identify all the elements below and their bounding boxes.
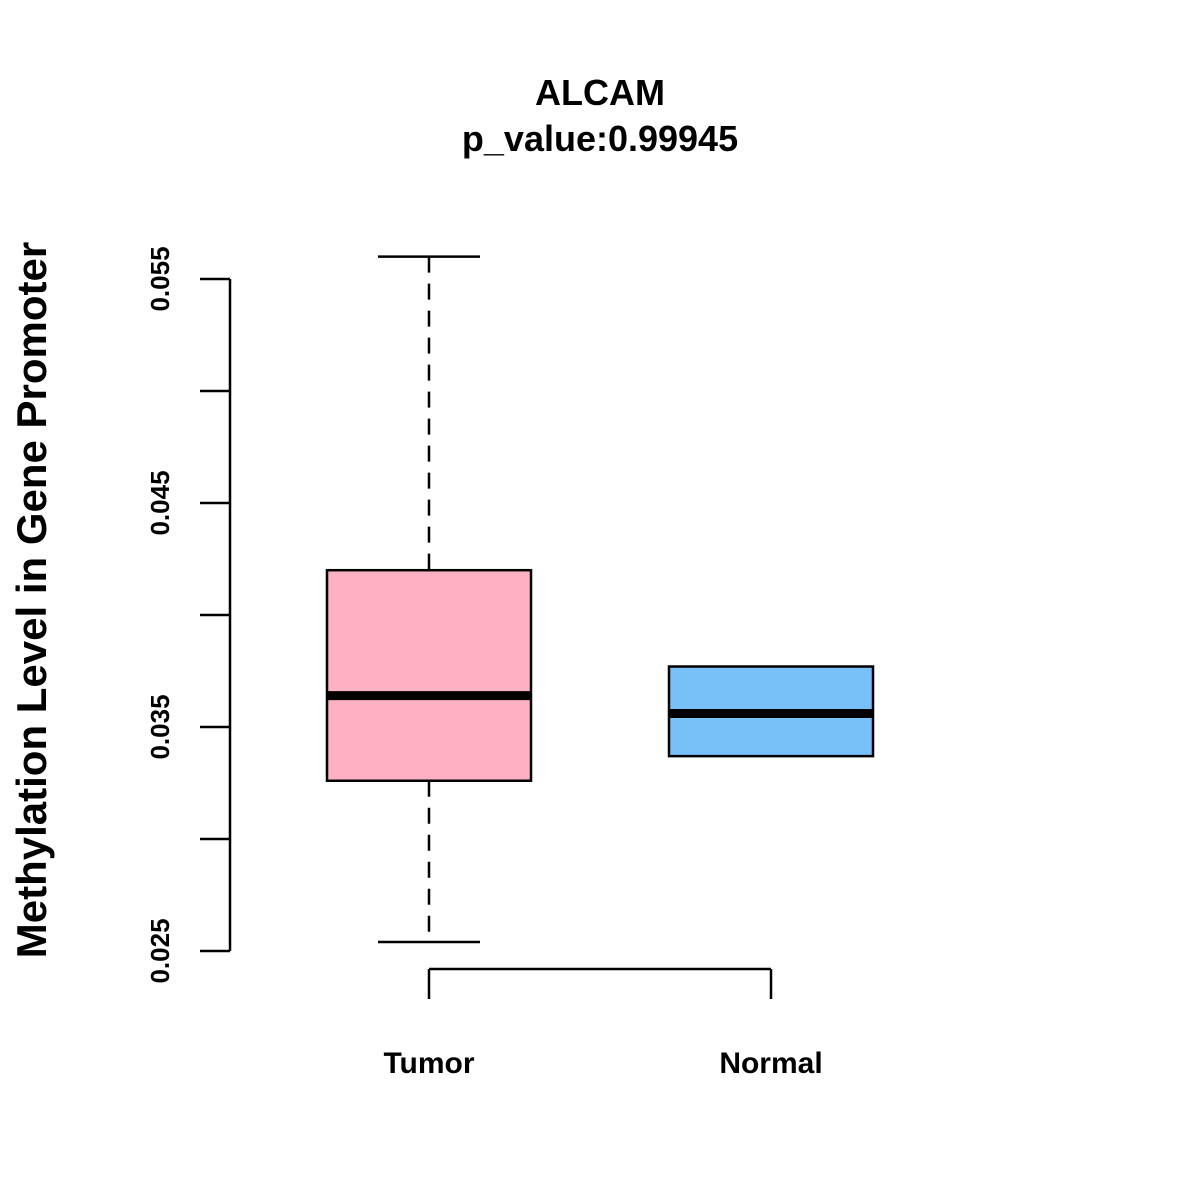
box-rect — [325, 568, 533, 783]
y-tick-label: 0.035 — [145, 694, 175, 759]
x-axis: Tumor Normal — [383, 967, 823, 1080]
y-axis: 0.025 0.035 0.045 0.055 — [145, 246, 232, 984]
x-tick-label: Tumor — [383, 1047, 474, 1080]
y-tick-label: 0.045 — [145, 470, 175, 535]
boxes-group — [325, 255, 875, 944]
box-normal — [667, 665, 875, 758]
y-tick-label: 0.055 — [145, 246, 175, 311]
box-tumor — [325, 255, 533, 944]
chart-title: ALCAM — [535, 72, 665, 113]
y-tick-label: 0.025 — [145, 918, 175, 983]
x-tick-label: Normal — [719, 1047, 822, 1080]
y-axis-label: Methylation Level in Gene Promoter — [8, 242, 55, 958]
chart-subtitle: p_value:0.99945 — [462, 118, 738, 159]
